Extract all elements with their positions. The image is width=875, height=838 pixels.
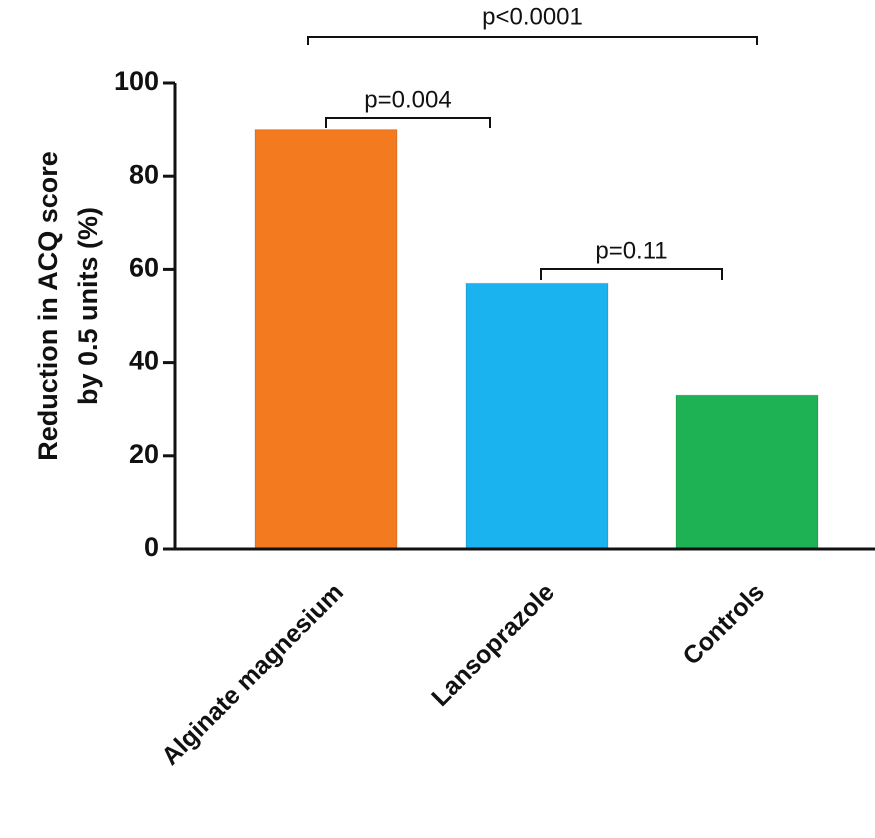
chart: Alginate magnesium Lansoprazole Controls 0 2… — [0, 0, 875, 838]
x-tick-label: Controls — [677, 578, 769, 670]
bar — [676, 395, 818, 549]
y-tick-label: 0 — [144, 532, 159, 562]
significance-bracket — [308, 37, 757, 45]
p-value: p<0.0001 — [482, 3, 583, 30]
y-tick-label: 60 — [129, 253, 159, 283]
y-tick-label: 20 — [129, 439, 159, 469]
p-value: p=0.11 — [595, 237, 667, 264]
significance-bracket — [326, 118, 490, 128]
y-axis-title: Reduction in ACQ score — [33, 151, 63, 461]
p-value: p=0.004 — [364, 86, 451, 113]
y-axis-title: by 0.5 units (%) — [73, 207, 103, 405]
y-tick-label: 40 — [129, 346, 159, 376]
bar — [466, 283, 608, 549]
x-tick-label: Alginate magnesium — [156, 578, 349, 771]
significance-bracket — [541, 269, 722, 280]
bar — [255, 130, 397, 549]
x-tick-label: Lansoprazole — [426, 578, 560, 712]
y-tick-label: 80 — [129, 159, 159, 189]
y-tick-label: 100 — [114, 66, 159, 96]
